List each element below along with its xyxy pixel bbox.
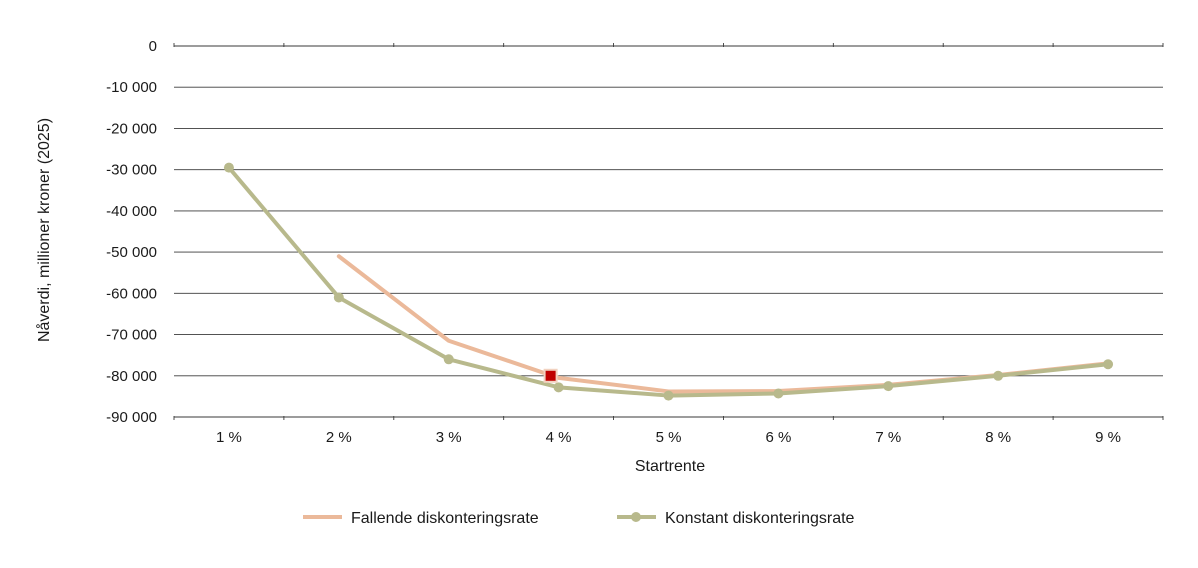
data-point (443, 354, 454, 365)
data-point (1103, 359, 1114, 370)
data-point (553, 382, 564, 393)
x-tick-label: 3 % (436, 429, 462, 446)
x-tick-label: 1 % (216, 429, 242, 446)
gridlines (174, 45, 1163, 418)
data-point (883, 381, 894, 392)
legend-marker-2 (631, 512, 641, 522)
y-tick-label: -30 000 (106, 162, 157, 179)
x-tick-label: 8 % (985, 429, 1011, 446)
data-point (333, 292, 344, 303)
series-line-2 (226, 165, 1111, 398)
x-tick-label: 9 % (1095, 429, 1121, 446)
x-axis-ticks: 1 % 2 % 3 % 4 % 5 % 6 % 7 % 8 % 9 % (216, 429, 1121, 446)
y-tick-label: -70 000 (106, 327, 157, 344)
legend-label-1: Fallende diskonteringsrate (351, 510, 539, 527)
y-axis-title: Nåverdi, millioner kroner (2025) (35, 118, 53, 342)
y-tick-label: -20 000 (106, 120, 157, 137)
legend: Fallende diskonteringsrate Konstant disko… (303, 510, 855, 527)
x-axis-title: Startrente (635, 458, 705, 475)
x-tick-label: 4 % (546, 429, 572, 446)
y-tick-label: 0 (149, 38, 157, 55)
y-tick-label: -80 000 (106, 368, 157, 385)
data-point (993, 370, 1004, 381)
series-lines (226, 165, 1111, 398)
x-tick-label: 2 % (326, 429, 352, 446)
y-tick-label: -10 000 (106, 79, 157, 96)
series-points (223, 162, 1114, 401)
x-axis (173, 43, 1164, 420)
data-point (663, 390, 674, 401)
x-tick-label: 7 % (875, 429, 901, 446)
highlight-marker (545, 370, 556, 381)
data-point (223, 162, 234, 173)
y-tick-label: -50 000 (106, 244, 157, 261)
data-point (773, 388, 784, 399)
y-tick-label: -90 000 (106, 409, 157, 426)
y-tick-label: -40 000 (106, 203, 157, 220)
x-tick-label: 5 % (656, 429, 682, 446)
legend-label-2: Konstant diskonteringsrate (665, 510, 855, 527)
series-line-1 (336, 254, 1111, 394)
x-tick-label: 6 % (765, 429, 791, 446)
y-tick-label: -60 000 (106, 285, 157, 302)
y-axis-ticks: 0 -10 000 -20 000 -30 000 -40 000 -50 000 -60 … (106, 38, 157, 426)
